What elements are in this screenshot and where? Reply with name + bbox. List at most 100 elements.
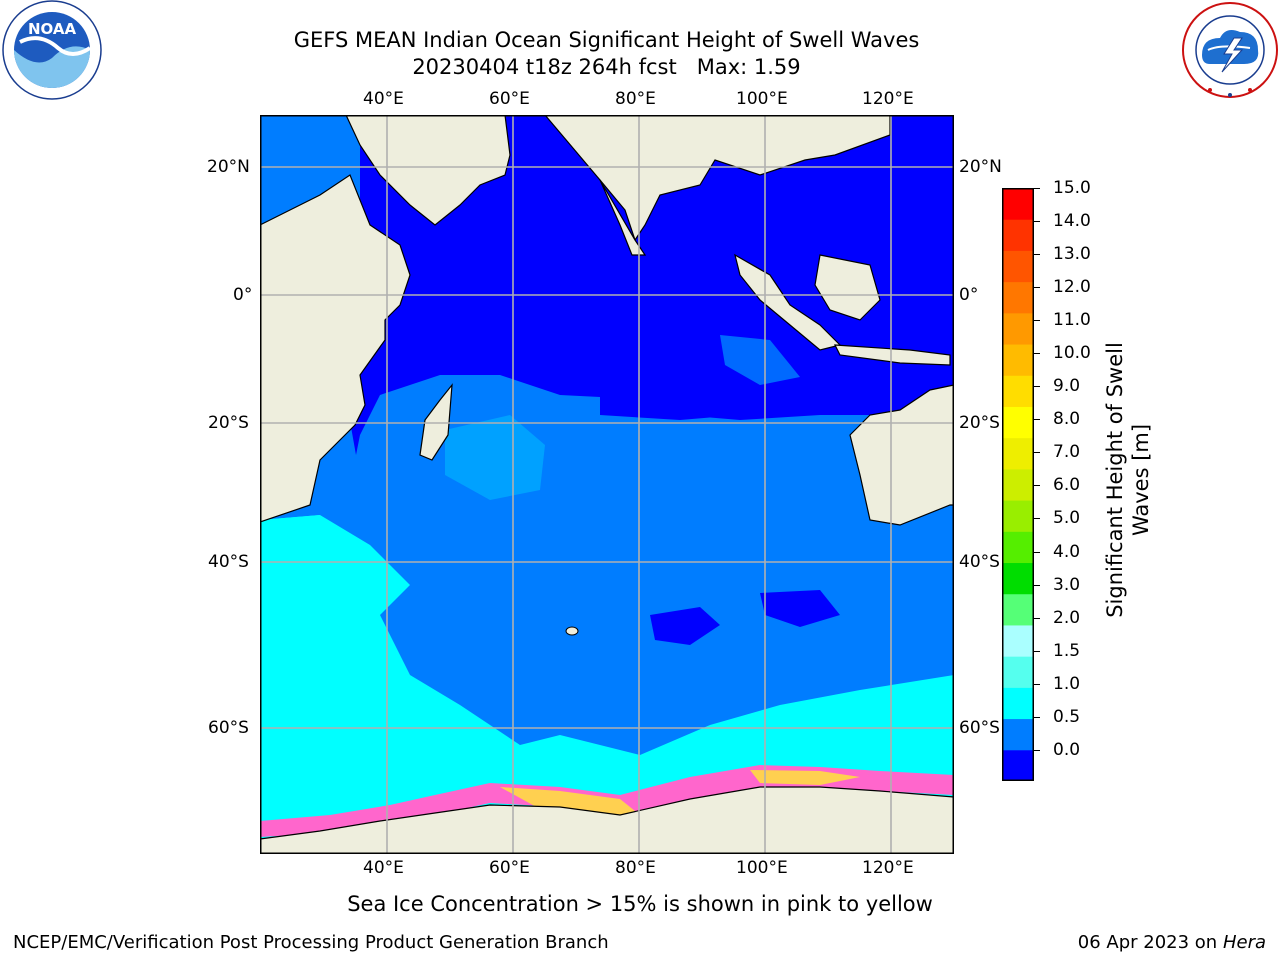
colorbar-tick-mark: [1034, 419, 1040, 421]
colorbar-band: [1002, 312, 1034, 345]
sea-ice-yellow-2: [750, 770, 860, 785]
colorbar-band: [1002, 687, 1034, 720]
colorbar-band: [1002, 624, 1034, 657]
colorbar-band: [1002, 718, 1034, 751]
colorbar-tick-label: 11.0: [1053, 310, 1091, 331]
colorbar-tick-label: 3.0: [1053, 574, 1081, 595]
colorbar-label-line2: Waves [m]: [1129, 423, 1153, 537]
colorbar-tick-mark: [1034, 287, 1040, 289]
colorbar-band: [1002, 749, 1034, 782]
colorbar-tick-mark: [1034, 650, 1040, 652]
colorbar-tick-mark: [1034, 386, 1040, 388]
lat-label-left: 20°S: [208, 413, 249, 433]
low-swell-south-patch-2: [760, 590, 840, 627]
colorbar-tick-label: 12.0: [1053, 277, 1091, 298]
colorbar-band: [1002, 219, 1034, 251]
lon-label-top: 100°E: [736, 89, 788, 109]
lon-label-bottom: 40°E: [363, 858, 404, 878]
chart-subtitle: 20230404 t18z 264h fcst Max: 1.59: [412, 55, 801, 79]
colorbar-band: [1002, 562, 1034, 595]
lon-label-top: 80°E: [615, 89, 656, 109]
swell-height-map: [259, 114, 955, 858]
colorbar-tick-label: 2.0: [1053, 607, 1081, 628]
land-australia: [849, 384, 955, 526]
land-borneo: [814, 254, 881, 321]
colorbar-band: [1002, 531, 1034, 564]
colorbar-tick-label: 6.0: [1053, 475, 1081, 496]
colorbar-band: [1002, 437, 1034, 470]
colorbar-tick-label: 8.0: [1053, 409, 1081, 430]
colorbar-tick-mark: [1034, 617, 1040, 619]
colorbar-tick-label: 14.0: [1053, 211, 1091, 232]
land-sumatra: [734, 253, 842, 351]
lat-label-right: 0°: [959, 285, 979, 305]
colorbar-tick-label: 15.0: [1053, 178, 1091, 198]
low-swell-central: [600, 365, 740, 420]
lon-label-bottom: 60°E: [489, 858, 530, 878]
lat-label-left: 60°S: [208, 718, 249, 738]
sea-ice-yellow-1: [500, 787, 640, 819]
lon-label-bottom: 80°E: [615, 858, 656, 878]
low-swell-south-patch-1: [650, 607, 720, 645]
colorbar-band: [1002, 344, 1034, 376]
lat-label-right: 20°S: [959, 413, 1000, 433]
colorbar-tick-label: 10.0: [1053, 343, 1091, 364]
lat-label-right: 20°N: [959, 157, 1002, 177]
colorbar-band: [1002, 656, 1034, 688]
footer-host: Hera: [1222, 932, 1266, 953]
chart-title: GEFS MEAN Indian Ocean Significant Heigh…: [293, 28, 920, 52]
colorbar-tick-mark: [1034, 716, 1040, 718]
lon-label-top: 40°E: [363, 89, 404, 109]
colorbar-frame: [1002, 188, 1034, 781]
nws-logo-icon: [1180, 0, 1280, 104]
high-swell-southwest: [260, 515, 330, 585]
footer-date-text: 06 Apr 2023 on: [1077, 932, 1223, 953]
mid-swell-patch-1: [445, 415, 545, 500]
colorbar-tick-mark: [1034, 188, 1040, 189]
land-arabia: [260, 114, 511, 226]
colorbar-tick-mark: [1034, 518, 1040, 520]
colorbar-tick-label: 7.0: [1053, 442, 1081, 463]
colorbar-tick-label: 1.5: [1053, 640, 1081, 661]
colorbar-tick-mark: [1034, 551, 1040, 553]
colorbar-tick-mark: [1034, 452, 1040, 454]
colorbar-tick-label: 5.0: [1053, 508, 1081, 529]
noaa-logo-icon: NOAA: [0, 0, 108, 106]
lon-label-bottom: 120°E: [862, 858, 914, 878]
colorbar-bands: [1002, 188, 1034, 782]
colorbar-band: [1002, 188, 1034, 220]
colorbar-band: [1002, 500, 1034, 532]
colorbar-tick-mark: [1034, 353, 1040, 355]
colorbar-tick-label: 0.5: [1053, 706, 1081, 727]
lat-label-right: 40°S: [959, 552, 1000, 572]
colorbar: [1002, 188, 1034, 785]
land-kerguelen: [565, 626, 579, 636]
sea-ice-note: Sea Ice Concentration > 15% is shown in …: [347, 892, 933, 916]
colorbar-tick-label: 0.0: [1053, 739, 1081, 760]
colorbar-tick-mark: [1034, 584, 1040, 586]
mid-swell-patch-2: [720, 335, 800, 385]
map-gridlines: [260, 115, 954, 854]
colorbar-tick-mark: [1034, 254, 1040, 256]
noaa-logo-text: NOAA: [28, 20, 77, 38]
lon-label-bottom: 100°E: [736, 858, 788, 878]
colorbar-band: [1002, 593, 1034, 626]
map-frame: [260, 115, 954, 854]
colorbar-tick-mark: [1034, 221, 1040, 223]
colorbar-tick-label: 4.0: [1053, 541, 1081, 562]
colorbar-tick-label: 13.0: [1053, 244, 1091, 265]
lon-label-top: 60°E: [489, 89, 530, 109]
colorbar-tick-label: 9.0: [1053, 376, 1081, 397]
footer-date: 06 Apr 2023 on Hera: [1078, 932, 1266, 954]
lon-label-top: 120°E: [862, 89, 914, 109]
land-asia: [510, 114, 891, 242]
lat-label-left: 0°: [233, 285, 253, 305]
land-africa: [259, 174, 411, 523]
colorbar-band: [1002, 406, 1034, 439]
colorbar-tick-label: 1.0: [1053, 673, 1081, 694]
footer-credit: NCEP/EMC/Verification Post Processing Pr…: [13, 932, 609, 953]
lat-label-left: 40°S: [208, 552, 249, 572]
colorbar-axis-label: Significant Height of Swell Waves [m]: [1098, 300, 1158, 660]
colorbar-band: [1002, 250, 1034, 283]
low-swell-north: [340, 115, 954, 455]
